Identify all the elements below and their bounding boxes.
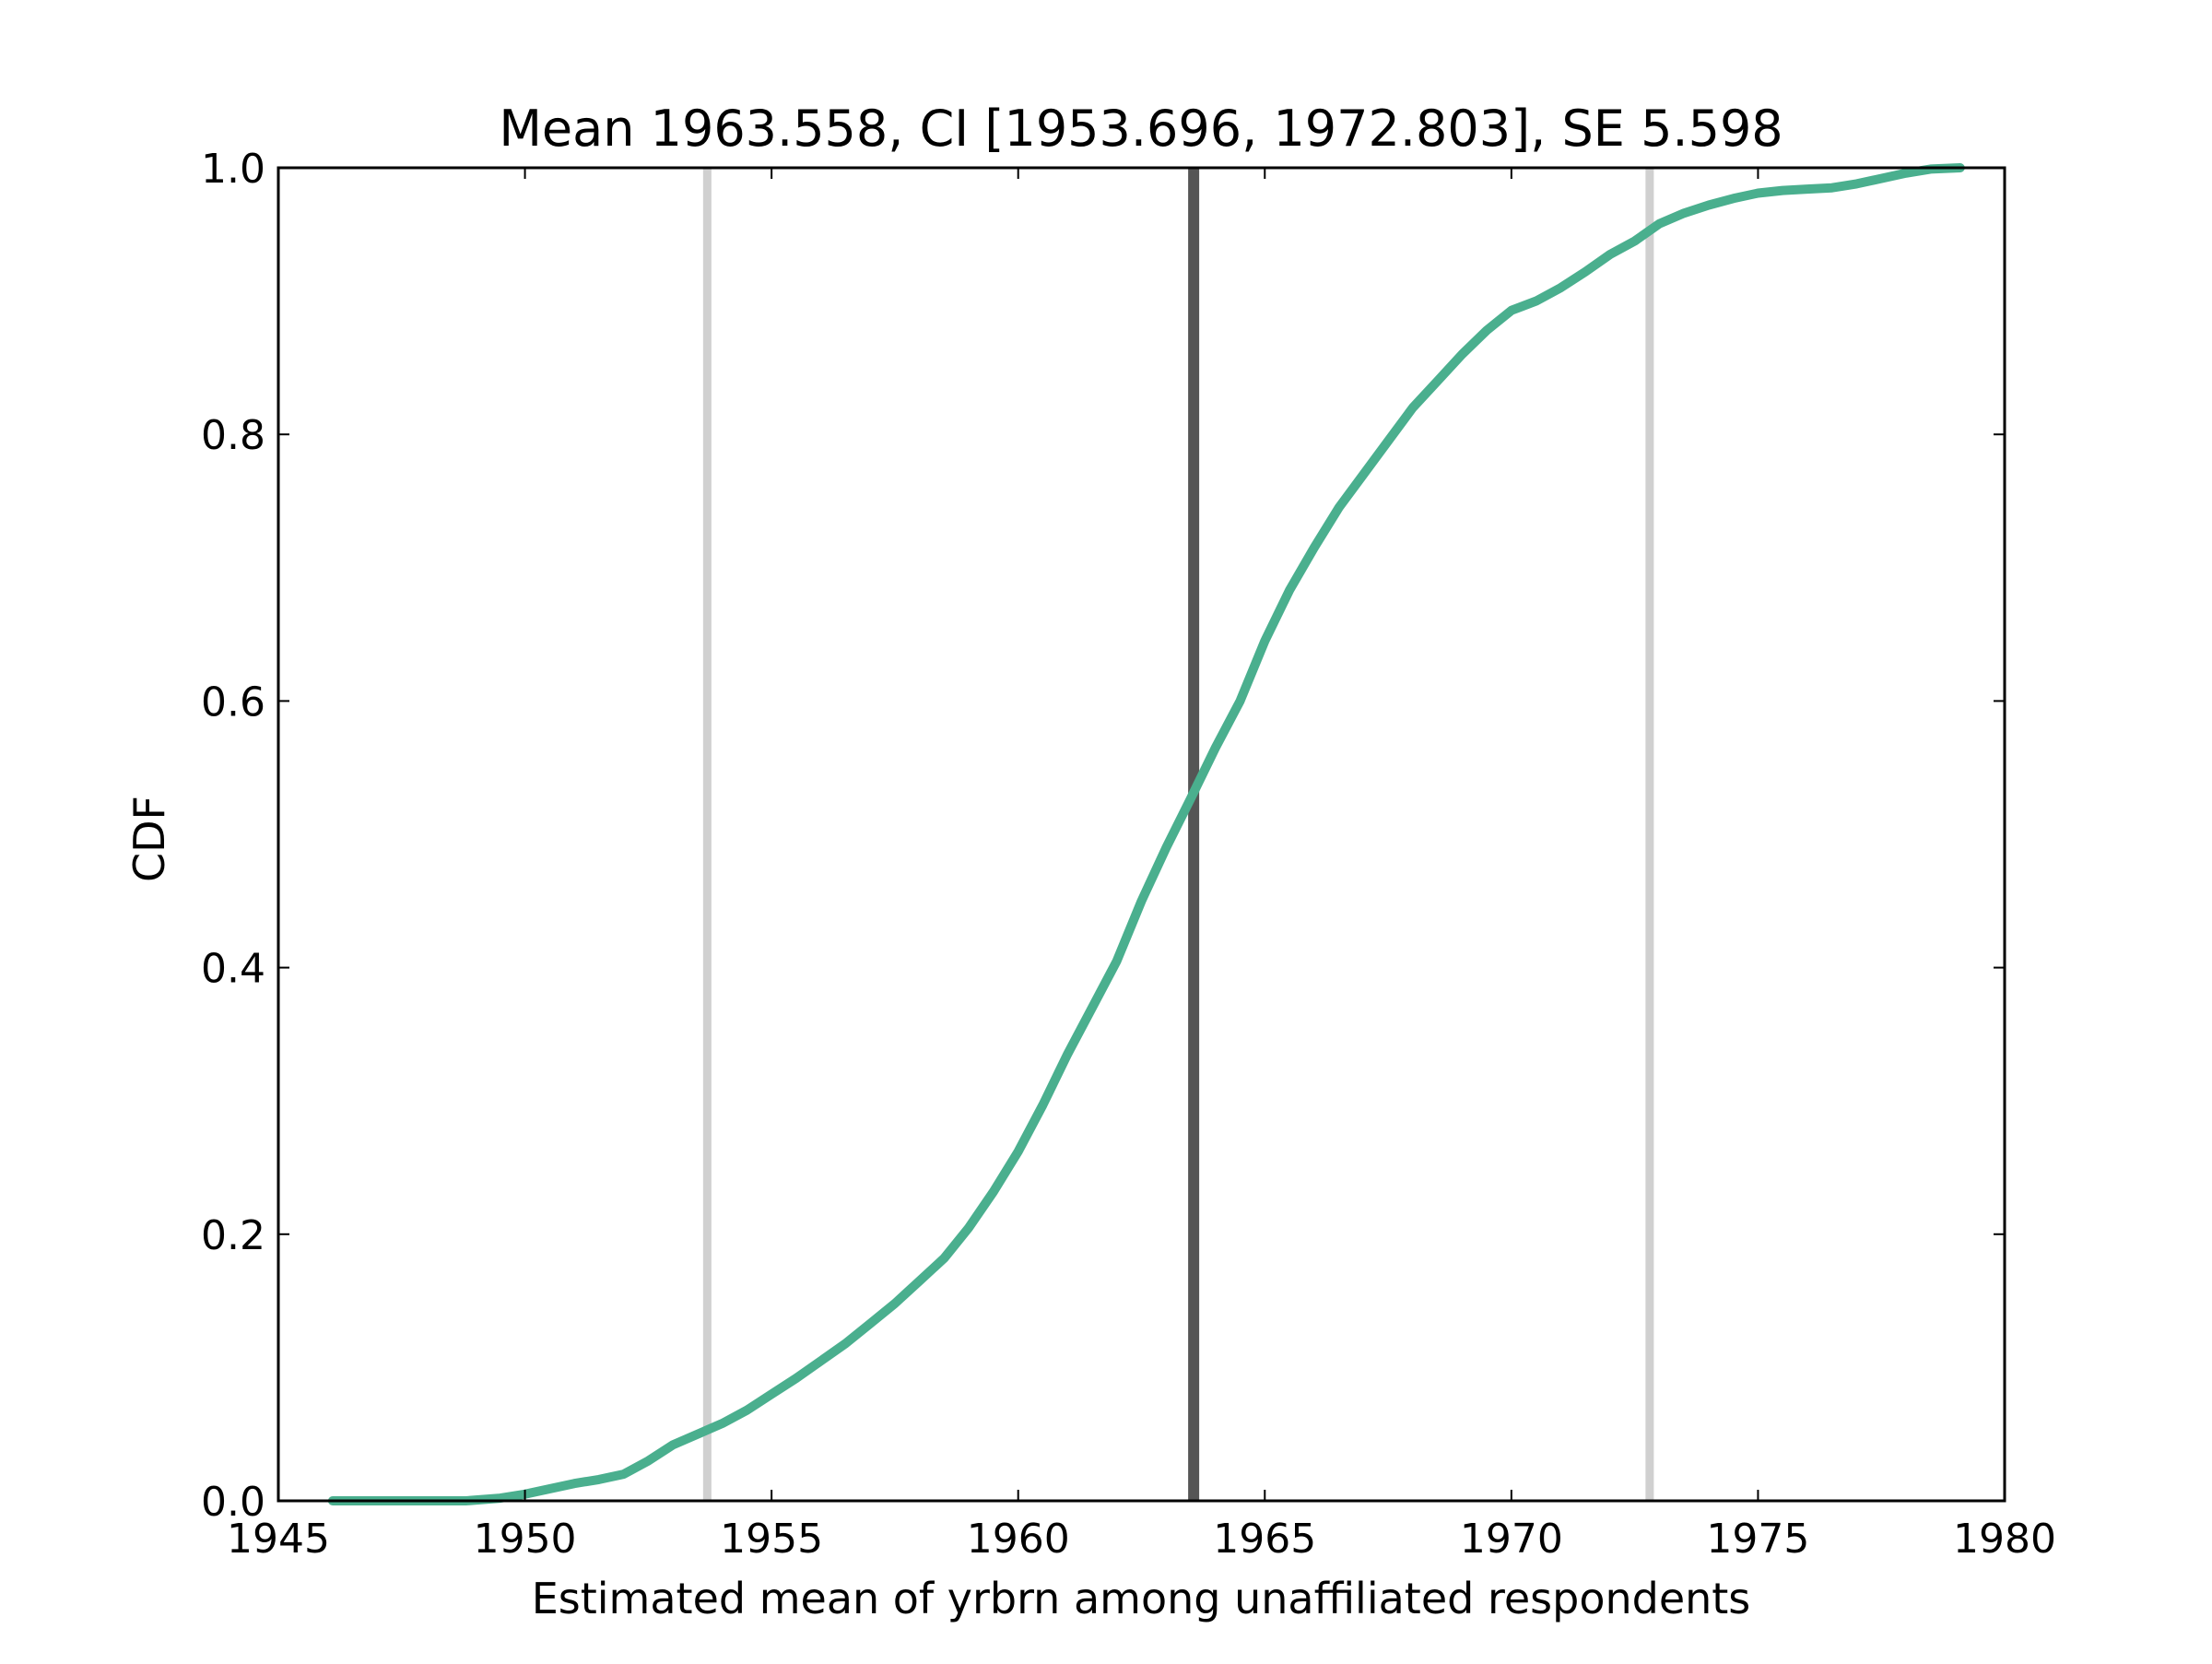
y-axis-label: CDF — [124, 796, 174, 882]
y-tick-label: 0.8 — [201, 412, 265, 459]
x-tick-label: 1955 — [720, 1516, 823, 1563]
y-tick-label: 0.0 — [201, 1479, 265, 1526]
chart-title: Mean 1963.558, CI [1953.696, 1972.803], … — [499, 100, 1783, 158]
y-tick-label: 1.0 — [201, 146, 265, 193]
plot-frame — [276, 166, 2006, 1503]
plot-area: 1945 1950 1955 1960 1965 1970 1975 1980 0.0 0.2 0.… — [201, 146, 2056, 1563]
x-tick-label: 1960 — [967, 1516, 1070, 1563]
x-axis-label: Estimated mean of yrbrn among unaffiliat… — [532, 1574, 1751, 1623]
x-tick-label: 1945 — [227, 1516, 330, 1563]
x-tick-label: 1965 — [1213, 1516, 1316, 1563]
x-tick-label: 1970 — [1460, 1516, 1563, 1563]
y-tick-label: 0.6 — [201, 679, 265, 726]
x-tick-label: 1975 — [1706, 1516, 1809, 1563]
cdf-series-line — [327, 163, 1965, 1505]
y-tick-label: 0.4 — [201, 946, 265, 993]
x-tick-label: 1950 — [474, 1516, 577, 1563]
x-tick-label: 1980 — [1953, 1516, 2056, 1563]
y-tick-label: 0.2 — [201, 1212, 265, 1259]
